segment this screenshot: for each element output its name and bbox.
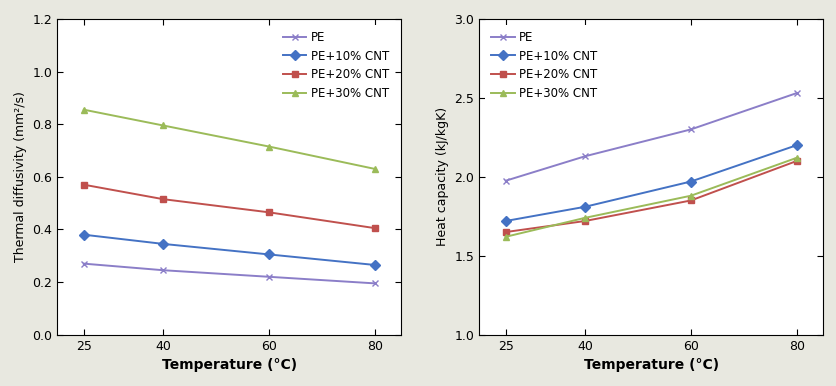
PE+20% CNT bbox=[158, 197, 168, 201]
PE+10% CNT bbox=[79, 232, 89, 237]
Line: PE+10% CNT: PE+10% CNT bbox=[502, 142, 799, 225]
Y-axis label: Heat capacity (kJ/kgK): Heat capacity (kJ/kgK) bbox=[436, 107, 448, 246]
PE bbox=[579, 154, 589, 159]
PE+30% CNT bbox=[791, 156, 801, 160]
PE bbox=[685, 127, 695, 132]
X-axis label: Temperature (°C): Temperature (°C) bbox=[161, 358, 297, 372]
PE+20% CNT bbox=[500, 230, 510, 234]
PE+10% CNT bbox=[791, 143, 801, 147]
PE+20% CNT bbox=[791, 159, 801, 163]
Legend: PE, PE+10% CNT, PE+20% CNT, PE+30% CNT: PE, PE+10% CNT, PE+20% CNT, PE+30% CNT bbox=[485, 25, 603, 106]
PE+30% CNT bbox=[685, 193, 695, 198]
PE+20% CNT bbox=[370, 226, 380, 230]
PE+30% CNT bbox=[370, 167, 380, 171]
PE+20% CNT bbox=[263, 210, 273, 215]
PE bbox=[500, 178, 510, 183]
X-axis label: Temperature (°C): Temperature (°C) bbox=[583, 358, 718, 372]
PE bbox=[158, 268, 168, 273]
PE+30% CNT bbox=[158, 123, 168, 128]
Line: PE+20% CNT: PE+20% CNT bbox=[80, 181, 378, 232]
Line: PE: PE bbox=[502, 90, 799, 184]
PE+10% CNT bbox=[158, 242, 168, 246]
Line: PE+30% CNT: PE+30% CNT bbox=[502, 154, 799, 240]
PE+10% CNT bbox=[263, 252, 273, 257]
Line: PE+30% CNT: PE+30% CNT bbox=[80, 106, 378, 173]
Line: PE+20% CNT: PE+20% CNT bbox=[502, 157, 799, 235]
PE+30% CNT bbox=[263, 144, 273, 149]
PE bbox=[791, 91, 801, 95]
PE+10% CNT bbox=[685, 179, 695, 184]
Line: PE+10% CNT: PE+10% CNT bbox=[80, 231, 378, 268]
PE+10% CNT bbox=[370, 262, 380, 267]
PE+30% CNT bbox=[579, 215, 589, 220]
PE+20% CNT bbox=[579, 219, 589, 223]
Line: PE: PE bbox=[80, 260, 378, 287]
PE+30% CNT bbox=[79, 107, 89, 112]
PE bbox=[370, 281, 380, 286]
PE bbox=[263, 274, 273, 279]
Y-axis label: Thermal diffusivity (mm²/s): Thermal diffusivity (mm²/s) bbox=[14, 91, 27, 262]
PE+10% CNT bbox=[579, 205, 589, 209]
PE+20% CNT bbox=[79, 182, 89, 187]
PE+30% CNT bbox=[500, 234, 510, 239]
Legend: PE, PE+10% CNT, PE+20% CNT, PE+30% CNT: PE, PE+10% CNT, PE+20% CNT, PE+30% CNT bbox=[277, 25, 395, 106]
PE+20% CNT bbox=[685, 198, 695, 203]
PE+10% CNT bbox=[500, 219, 510, 223]
PE bbox=[79, 261, 89, 266]
